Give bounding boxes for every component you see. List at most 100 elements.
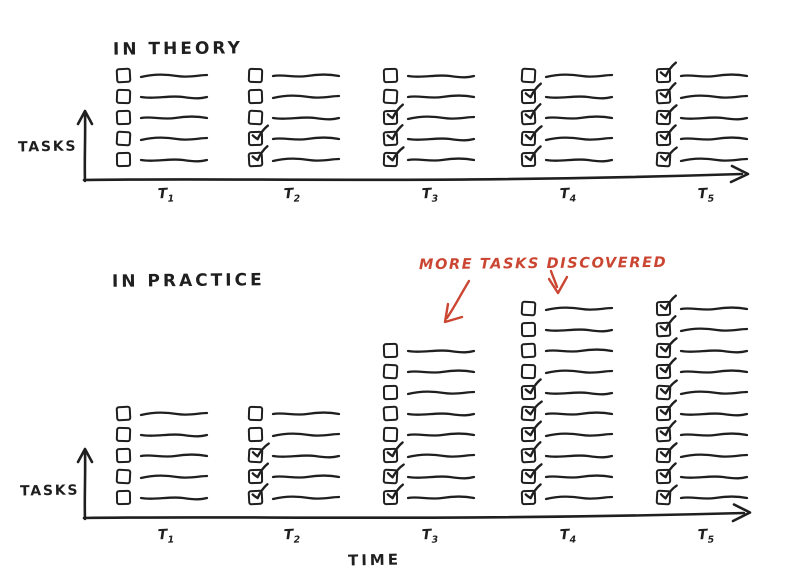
task-line bbox=[406, 411, 476, 416]
x-axis-tick-label: T3 bbox=[421, 185, 439, 205]
checkmark-icon bbox=[524, 145, 542, 162]
task-column bbox=[115, 67, 209, 168]
task-row bbox=[655, 315, 749, 338]
task-line bbox=[679, 494, 749, 500]
unchecked-checkbox-icon bbox=[115, 109, 132, 126]
checked-checkbox-icon bbox=[655, 82, 677, 105]
task-line bbox=[544, 347, 614, 353]
unchecked-checkbox-icon bbox=[520, 321, 537, 338]
task-line bbox=[271, 72, 341, 78]
task-row bbox=[115, 405, 209, 422]
task-row bbox=[382, 405, 476, 422]
unchecked-checkbox-icon bbox=[115, 130, 132, 147]
checked-checkbox-icon bbox=[655, 399, 678, 422]
task-row bbox=[520, 103, 614, 126]
task-row bbox=[520, 67, 614, 84]
task-row bbox=[247, 124, 341, 147]
task-line bbox=[406, 93, 476, 99]
red-arrow-to-t4 bbox=[549, 269, 559, 289]
checkmark-icon bbox=[659, 357, 677, 374]
task-line bbox=[406, 368, 476, 374]
unchecked-checkbox-icon bbox=[115, 151, 132, 168]
unchecked-checkbox-icon bbox=[115, 447, 132, 464]
unchecked-checkbox-icon bbox=[247, 67, 264, 84]
checkmark-icon bbox=[659, 484, 678, 500]
task-row bbox=[115, 67, 209, 84]
unchecked-checkbox-icon bbox=[115, 489, 132, 506]
checkmark-icon bbox=[659, 82, 677, 99]
practice-x-axis-label: TIME bbox=[347, 550, 402, 570]
checkmark-icon bbox=[524, 400, 543, 416]
unchecked-checkbox-icon bbox=[115, 405, 132, 422]
task-line bbox=[544, 410, 614, 416]
x-axis-tick-label: T5 bbox=[697, 526, 715, 546]
checkmark-icon bbox=[524, 82, 543, 99]
task-line bbox=[679, 452, 749, 458]
unchecked-checkbox-icon bbox=[520, 300, 537, 317]
unchecked-checkbox-icon bbox=[115, 468, 132, 485]
x-axis-tick-label: T4 bbox=[559, 526, 577, 546]
checkmark-icon bbox=[386, 463, 405, 479]
task-row bbox=[520, 420, 614, 443]
task-row bbox=[115, 151, 209, 168]
checkmark-icon bbox=[659, 146, 678, 162]
task-line bbox=[679, 431, 749, 437]
checked-checkbox-icon bbox=[520, 145, 542, 168]
task-line bbox=[139, 452, 209, 458]
checked-checkbox-icon bbox=[520, 378, 542, 401]
checked-checkbox-icon bbox=[655, 462, 677, 485]
task-row bbox=[247, 426, 341, 443]
task-line bbox=[679, 368, 749, 374]
checkmark-icon bbox=[386, 441, 404, 458]
checkmark-icon bbox=[659, 104, 678, 120]
unchecked-checkbox-icon bbox=[247, 88, 264, 105]
task-row bbox=[247, 462, 341, 485]
checkmark-icon bbox=[524, 420, 543, 437]
task-line bbox=[544, 135, 614, 141]
task-line bbox=[544, 114, 614, 120]
checked-checkbox-icon bbox=[655, 442, 678, 464]
task-line bbox=[406, 389, 476, 395]
task-row bbox=[247, 88, 341, 105]
task-row bbox=[520, 82, 614, 105]
task-row bbox=[655, 357, 749, 380]
task-line bbox=[406, 474, 476, 479]
checkmark-icon bbox=[659, 61, 678, 78]
task-row bbox=[382, 103, 476, 126]
task-row bbox=[115, 426, 209, 443]
task-row bbox=[247, 405, 341, 422]
checked-checkbox-icon bbox=[247, 462, 270, 485]
checkmark-icon bbox=[524, 125, 543, 141]
task-line bbox=[271, 93, 341, 99]
task-line bbox=[406, 73, 476, 78]
task-row bbox=[382, 363, 476, 380]
task-line bbox=[679, 348, 749, 353]
task-line bbox=[679, 93, 749, 99]
task-line bbox=[406, 431, 476, 437]
task-row bbox=[382, 88, 476, 105]
practice-x-axis-arrowhead bbox=[731, 503, 752, 523]
checked-checkbox-icon bbox=[247, 145, 269, 168]
checkmark-icon bbox=[659, 124, 677, 141]
x-axis-tick-label: T2 bbox=[283, 526, 301, 546]
checked-checkbox-icon bbox=[655, 484, 678, 506]
checked-checkbox-icon bbox=[655, 357, 677, 380]
red-arrow-to-t4-head bbox=[547, 275, 569, 295]
task-column bbox=[382, 342, 476, 506]
task-row bbox=[655, 399, 749, 422]
task-line bbox=[544, 305, 614, 311]
task-row bbox=[520, 125, 614, 147]
task-row bbox=[520, 300, 614, 317]
task-line bbox=[406, 136, 476, 141]
task-row bbox=[247, 109, 341, 126]
checkmark-icon bbox=[251, 483, 269, 500]
practice-y-axis-label: TASKS bbox=[19, 482, 80, 500]
unchecked-checkbox-icon bbox=[382, 67, 399, 84]
task-row bbox=[247, 483, 341, 506]
task-line bbox=[271, 156, 341, 162]
theory-y-axis-arrowhead bbox=[76, 109, 94, 126]
checkmark-icon bbox=[659, 442, 678, 458]
task-column bbox=[655, 61, 749, 168]
task-row bbox=[520, 145, 614, 168]
